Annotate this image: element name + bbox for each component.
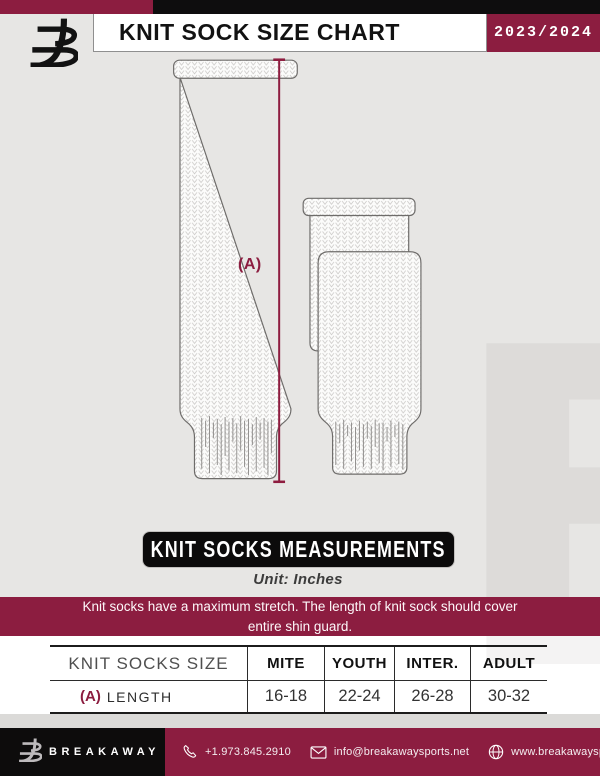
top-strip-maroon [0, 0, 153, 14]
footer-brand-name: BREAKAWAY [49, 746, 160, 758]
footer-phone: +1.973.845.2910 [182, 744, 291, 760]
notice-banner: Knit socks have a maximum stretch. The l… [0, 597, 600, 636]
notice-text: Knit socks have a maximum stretch. The l… [82, 598, 518, 634]
footer-divider-strip [0, 714, 600, 728]
sock-small-back-cuff [302, 197, 416, 217]
footer-email: info@breakawaysports.net [310, 745, 470, 759]
unit-label: Unit: Inches [253, 571, 343, 588]
table-header-mite: MITE [247, 647, 324, 681]
table-row-label-cell: (A) LENGTH [50, 681, 247, 712]
page-title: KNIT SOCK SIZE CHART [93, 13, 487, 52]
page-title-text: KNIT SOCK SIZE CHART [119, 19, 400, 45]
footer-email-text: info@breakawaysports.net [333, 746, 470, 758]
sock-large-body [179, 77, 292, 480]
breakaway-logo-icon [20, 16, 80, 72]
footer: BREAKAWAY +1.973.845.2910 info@breakaway… [0, 728, 600, 776]
footer-website: www.breakawaysports.net [488, 744, 600, 760]
size-table: KNIT SOCKS SIZE MITE YOUTH INTER. ADULT … [50, 645, 547, 714]
table-header-adult: ADULT [470, 647, 547, 681]
watermark-b: B [446, 292, 600, 732]
globe-icon [488, 744, 504, 760]
sock-large-fringe [201, 416, 272, 476]
sock-large-cuff [173, 59, 298, 79]
measurements-banner: KNIT SOCKS MEASUREMENTS [142, 531, 455, 568]
measurement-line-a [273, 58, 286, 484]
measurements-banner-text: KNIT SOCKS MEASUREMENTS [150, 536, 447, 562]
measurement-label-a: (A) [238, 256, 262, 273]
value-adult: 30-32 [470, 681, 547, 712]
row-label-length: LENGTH [106, 688, 173, 705]
top-strip-black [153, 0, 600, 14]
footer-website-text: www.breakawaysports.net [511, 746, 600, 758]
sock-illustration [173, 58, 422, 484]
footer-phone-text: +1.973.845.2910 [205, 746, 291, 758]
value-youth: 22-24 [324, 681, 394, 712]
illustration-background [0, 14, 600, 597]
sock-small-fringe [335, 419, 404, 471]
sock-small-front [317, 251, 422, 475]
table-header-inter: INTER. [394, 647, 470, 681]
email-icon [310, 745, 327, 759]
footer-brand-block: BREAKAWAY [0, 728, 165, 776]
table-header-size: KNIT SOCKS SIZE [50, 647, 247, 681]
season-badge: 2023/2024 [487, 13, 600, 52]
footer-contact-block: +1.973.845.2910 info@breakawaysports.net… [165, 728, 600, 776]
value-inter: 26-28 [394, 681, 470, 712]
phone-icon [183, 745, 197, 758]
breakaway-footer-logo-icon [14, 737, 43, 767]
row-key-a: (A) [80, 688, 101, 705]
value-mite: 16-18 [247, 681, 324, 712]
table-header-youth: YOUTH [324, 647, 394, 681]
